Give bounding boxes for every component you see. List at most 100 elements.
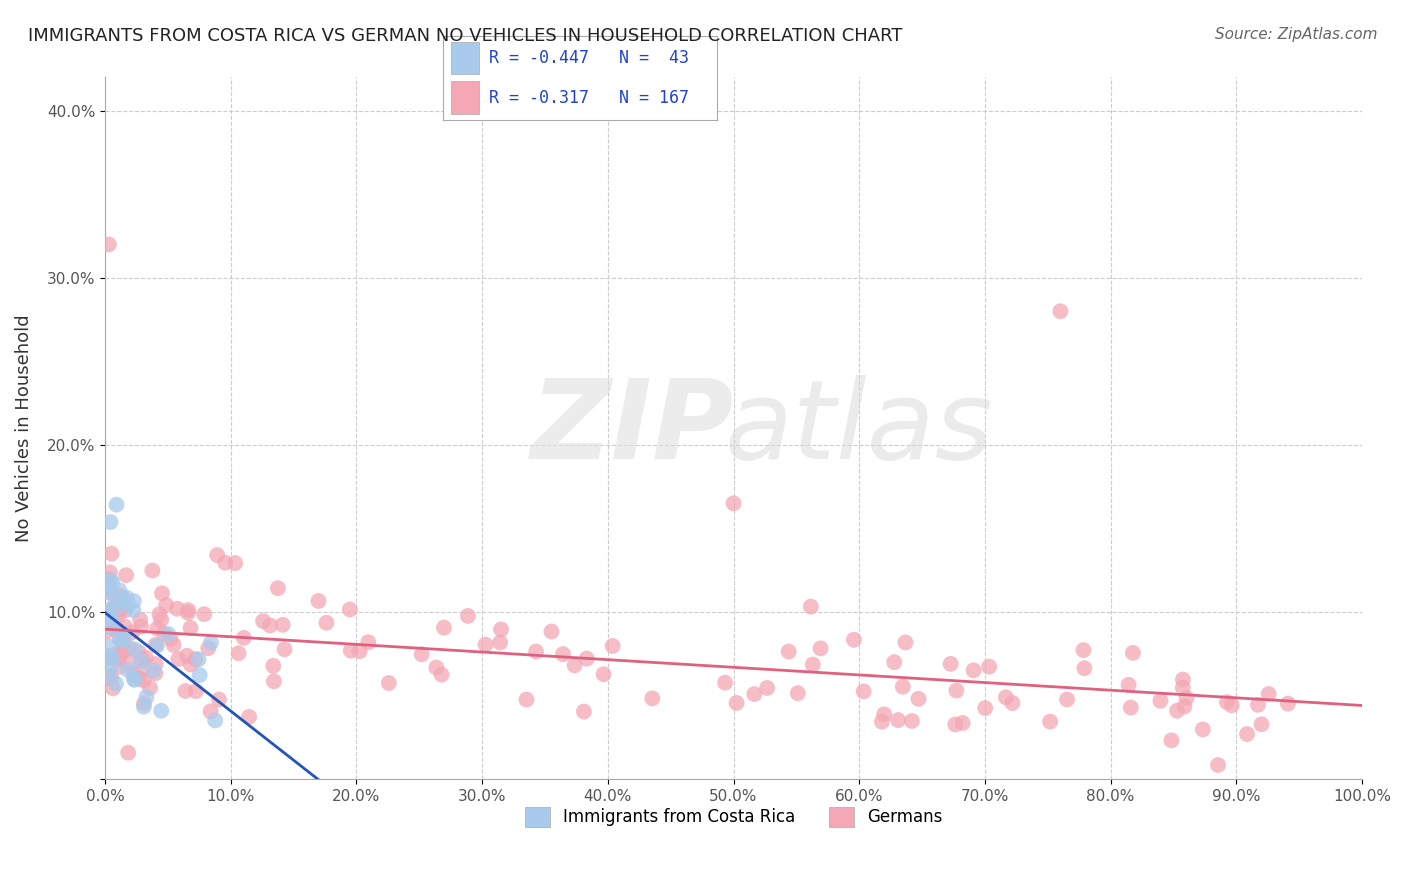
Point (952, 716, 974, 731)
Point (150, 613, 173, 627)
Point (112, 633, 135, 648)
Point (96, 581, 118, 595)
Point (105, 498, 128, 512)
Point (96, 603, 118, 617)
Point (132, 673, 155, 688)
Point (135, 650, 157, 665)
Point (117, 746, 139, 760)
Point (200, 636, 222, 650)
Point (177, 606, 200, 620)
Point (177, 603, 200, 617)
Point (232, 631, 254, 645)
Point (1236, 727, 1258, 741)
Point (150, 586, 173, 600)
Point (228, 646, 250, 660)
Point (489, 635, 512, 649)
Point (145, 638, 167, 652)
Point (98, 668, 121, 682)
Point (104, 623, 127, 637)
Point (124, 673, 146, 687)
Point (572, 705, 595, 719)
Point (98, 640, 121, 654)
Point (159, 632, 181, 646)
Point (141, 564, 163, 578)
Point (97, 237, 120, 252)
Point (122, 594, 145, 608)
Point (411, 648, 433, 662)
Point (101, 681, 124, 696)
Point (801, 657, 824, 672)
Point (122, 666, 145, 681)
Point (1149, 694, 1171, 708)
Point (121, 625, 143, 640)
Point (1247, 698, 1270, 712)
Point (146, 622, 169, 636)
Point (131, 652, 153, 666)
Point (97, 649, 120, 664)
Point (894, 635, 917, 649)
Point (271, 617, 294, 632)
Point (551, 647, 574, 661)
Point (139, 681, 162, 695)
Point (575, 651, 598, 665)
Point (142, 664, 165, 678)
Point (112, 643, 135, 657)
Point (96, 579, 118, 593)
Point (100, 574, 122, 588)
Point (108, 632, 131, 646)
Point (1257, 687, 1279, 701)
Point (107, 608, 129, 623)
Point (129, 664, 152, 678)
Point (474, 638, 496, 652)
Point (524, 644, 547, 658)
Point (592, 667, 614, 681)
Point (852, 684, 875, 698)
Point (1073, 661, 1095, 675)
Point (870, 714, 893, 729)
Point (1277, 697, 1299, 711)
Point (378, 676, 401, 690)
Point (214, 556, 236, 570)
Point (155, 598, 177, 612)
Point (114, 619, 136, 633)
Point (994, 690, 1017, 705)
Point (1192, 723, 1215, 737)
Point (349, 644, 371, 658)
Point (200, 705, 222, 719)
Point (101, 574, 124, 589)
Point (207, 548, 229, 562)
Point (267, 581, 290, 595)
Point (756, 681, 779, 695)
Point (1220, 698, 1243, 713)
Point (100, 613, 122, 627)
Text: Source: ZipAtlas.com: Source: ZipAtlas.com (1215, 27, 1378, 42)
Point (128, 672, 150, 686)
Point (107, 660, 129, 674)
Point (263, 674, 285, 689)
Point (98, 583, 121, 598)
Point (979, 659, 1001, 673)
Point (100, 620, 122, 634)
Point (132, 697, 155, 711)
Text: atlas: atlas (725, 375, 994, 482)
Point (1175, 690, 1198, 705)
Point (193, 607, 215, 622)
Point (96, 572, 118, 586)
Point (96, 652, 118, 666)
Point (1216, 695, 1239, 709)
Point (891, 680, 914, 694)
Text: R = -0.447   N =  43: R = -0.447 N = 43 (489, 49, 689, 67)
Point (100, 585, 122, 599)
Point (1001, 696, 1024, 710)
Point (1173, 699, 1195, 714)
Point (1073, 643, 1095, 657)
Point (112, 629, 135, 643)
Point (111, 593, 134, 607)
Point (1166, 704, 1188, 718)
Point (778, 644, 800, 658)
Point (184, 652, 207, 666)
Point (425, 660, 447, 674)
Bar (451, 42, 478, 74)
Point (1119, 700, 1142, 714)
Point (1171, 681, 1194, 695)
